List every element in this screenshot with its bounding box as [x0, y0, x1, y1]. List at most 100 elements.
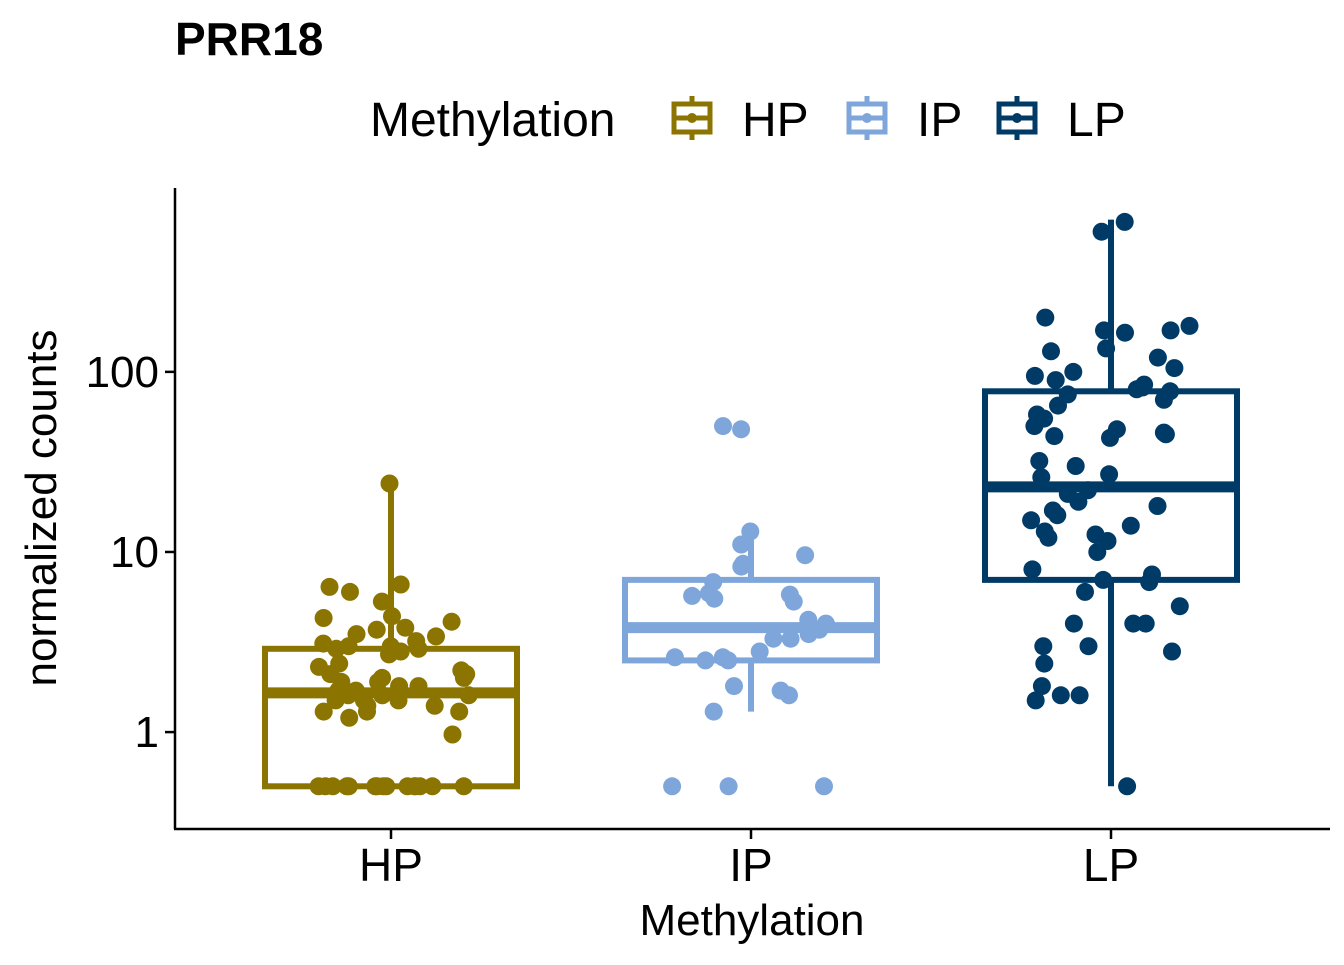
legend-label: HP — [742, 94, 809, 147]
data-point — [1148, 497, 1167, 515]
data-point — [1032, 468, 1051, 487]
data-point — [1148, 348, 1167, 367]
data-point — [764, 629, 783, 648]
legend-entry-hp: HP — [671, 94, 809, 147]
data-point — [714, 417, 732, 436]
data-point — [1025, 366, 1044, 385]
data-point — [383, 607, 401, 626]
data-point — [741, 522, 760, 541]
data-point — [389, 691, 408, 710]
data-point — [1101, 428, 1119, 447]
data-point — [337, 777, 356, 796]
legend-key-point — [687, 113, 697, 123]
data-point — [390, 677, 409, 696]
data-point — [725, 677, 743, 696]
legend-label: LP — [1067, 94, 1126, 147]
data-point — [1022, 511, 1041, 530]
x-tick-label: LP — [1083, 839, 1139, 891]
data-point — [1046, 371, 1065, 390]
data-point — [396, 618, 415, 637]
data-point — [1036, 308, 1055, 327]
data-point — [1042, 342, 1060, 361]
y-tick-label: 1 — [135, 708, 159, 757]
data-point — [1088, 543, 1107, 561]
data-point — [358, 702, 376, 721]
data-point — [781, 629, 800, 648]
data-point — [1026, 691, 1045, 710]
data-point — [314, 609, 333, 627]
data-point — [1051, 686, 1070, 705]
data-point — [780, 686, 798, 705]
data-point — [425, 696, 444, 715]
legend-key-point — [862, 113, 872, 123]
data-point — [1095, 321, 1113, 340]
legend-entry-lp: LP — [996, 94, 1126, 147]
data-point — [1032, 677, 1051, 696]
data-point — [368, 777, 386, 796]
data-point — [1066, 457, 1085, 475]
data-point — [1049, 396, 1067, 415]
data-point — [663, 777, 682, 796]
data-point — [1035, 654, 1054, 673]
data-point — [1070, 686, 1089, 705]
axes: normalized counts Methylation 1 10 100 HP IP… — [17, 188, 1330, 945]
x-axis-label: Methylation — [639, 896, 864, 945]
data-point — [341, 582, 359, 601]
data-point — [454, 668, 473, 687]
data-point — [450, 702, 469, 721]
y-tick-label: 10 — [110, 528, 159, 577]
data-point — [1165, 359, 1184, 378]
data-point — [1156, 425, 1175, 444]
data-point — [1034, 637, 1053, 656]
data-point — [1076, 582, 1094, 601]
data-point — [423, 777, 442, 796]
data-point — [1161, 321, 1180, 340]
data-point — [459, 686, 478, 705]
x-tick-label: IP — [729, 839, 772, 891]
data-point — [1048, 506, 1067, 525]
box-group-ip — [622, 417, 880, 796]
data-point — [1118, 777, 1137, 796]
x-tick-label: HP — [359, 839, 423, 891]
data-point — [1154, 390, 1173, 409]
box-iqr — [622, 576, 880, 664]
data-point — [409, 677, 428, 696]
data-point — [732, 535, 751, 554]
box-iqr — [262, 645, 520, 790]
data-point — [799, 625, 818, 644]
data-point — [1124, 614, 1143, 633]
data-point — [380, 645, 398, 664]
data-point — [732, 420, 751, 439]
data-point — [704, 702, 723, 721]
y-axis-label: normalized counts — [17, 329, 66, 686]
data-point — [1094, 570, 1113, 589]
data-point — [696, 651, 715, 670]
data-point — [796, 546, 815, 565]
data-point — [1045, 427, 1064, 446]
data-point — [1097, 339, 1116, 358]
data-point — [750, 642, 769, 661]
data-point — [340, 708, 359, 727]
plot-area — [262, 212, 1240, 796]
data-point — [380, 474, 399, 493]
data-point — [683, 586, 702, 605]
data-point — [326, 691, 345, 710]
data-point — [1023, 560, 1042, 579]
data-point — [405, 777, 424, 796]
data-point — [1064, 614, 1083, 633]
chart-title: PRR18 — [175, 13, 323, 65]
legend-key-point — [1012, 113, 1022, 123]
data-point — [1092, 222, 1111, 241]
box-group-hp — [262, 474, 520, 796]
legend-label: IP — [917, 94, 962, 147]
legend-entry-ip: IP — [846, 94, 962, 147]
data-point — [454, 777, 473, 796]
data-point — [1127, 380, 1146, 399]
data-point — [427, 627, 445, 646]
data-point — [705, 589, 724, 608]
data-point — [719, 651, 738, 670]
data-point — [1170, 597, 1189, 616]
data-point — [320, 577, 339, 596]
data-point — [442, 612, 461, 631]
